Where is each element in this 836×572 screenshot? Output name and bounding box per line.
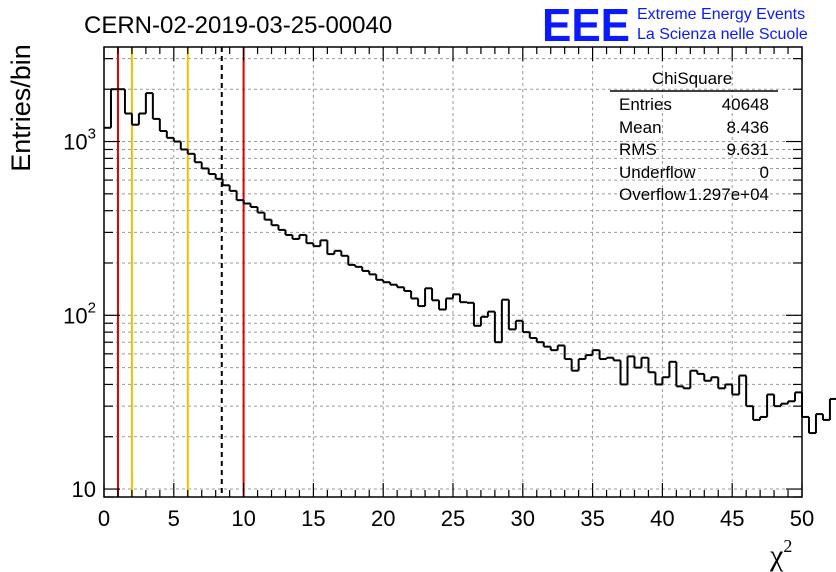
x-tick-label-20: 20: [371, 506, 395, 531]
eee-logo-line2: La Scienza nelle Scuole: [637, 26, 808, 43]
stats-mean-label: Mean: [619, 118, 662, 137]
x-tick-label-5: 5: [168, 506, 180, 531]
y-tick-label-mantissa: 10: [72, 477, 96, 502]
chart-title: CERN-02-2019-03-25-00040: [84, 12, 392, 39]
y-axis-label: Entries/bin: [6, 44, 36, 172]
x-axis-label-superscript: 2: [783, 536, 792, 556]
histogram-series: [104, 88, 836, 435]
x-tick-label-40: 40: [650, 506, 674, 531]
x-tick-label-30: 30: [511, 506, 535, 531]
x-tick-label-15: 15: [301, 506, 325, 531]
x-tick-label-50: 50: [790, 506, 814, 531]
x-tick-labels: 0 5 10 15 20 25 30 35 40 45 50: [98, 506, 814, 531]
y-tick-label-10: 10: [72, 477, 96, 502]
x-tick-label-35: 35: [580, 506, 604, 531]
stats-underflow-label: Underflow: [619, 163, 696, 182]
stats-rms-label: RMS: [619, 140, 657, 159]
stats-box: ChiSquare Entries 40648 Mean 8.436 RMS 9…: [610, 69, 778, 204]
y-tick-label-100: 102: [63, 299, 96, 328]
stats-entries-value: 40648: [722, 95, 769, 114]
y-tick-label-mantissa: 10: [63, 130, 87, 155]
eee-logo-mark: EEE: [542, 0, 630, 51]
x-tick-label-25: 25: [441, 506, 465, 531]
stats-underflow-value: 0: [760, 163, 769, 182]
cut-lines: [116, 47, 245, 497]
stats-box-title: ChiSquare: [652, 69, 732, 88]
eee-logo: EEE Extreme Energy Events La Scienza nel…: [542, 0, 808, 51]
y-tick-label-exponent: 3: [88, 126, 96, 143]
x-tick-label-0: 0: [98, 506, 110, 531]
y-tick-label-exponent: 2: [88, 299, 96, 316]
stats-rms-value: 9.631: [726, 140, 769, 159]
eee-logo-line1: Extreme Energy Events: [637, 6, 805, 23]
stats-entries-label: Entries: [619, 95, 672, 114]
x-tick-label-10: 10: [231, 506, 255, 531]
y-tick-label-mantissa: 10: [63, 303, 87, 328]
stats-overflow-label: Overflow: [619, 185, 687, 204]
y-tick-label-1000: 103: [63, 126, 96, 155]
stats-overflow-value: 1.297e+04: [688, 185, 769, 204]
stats-mean-value: 8.436: [726, 118, 769, 137]
axes: [103, 46, 803, 498]
x-tick-label-45: 45: [720, 506, 744, 531]
x-axis-label-symbol: χ: [769, 539, 784, 572]
x-axis-label: χ2: [769, 536, 792, 572]
